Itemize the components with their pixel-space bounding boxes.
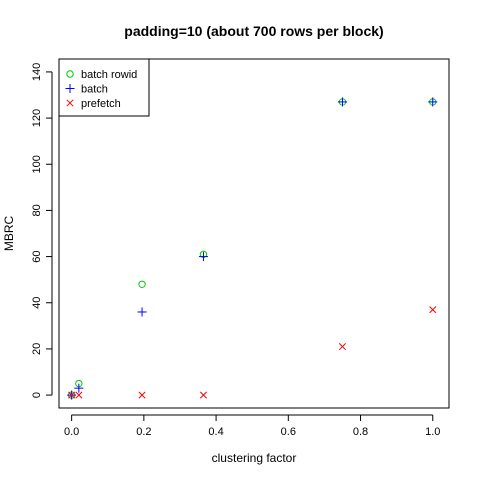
x-tick-label: 0.8 xyxy=(353,426,368,438)
x-tick-label: 0.2 xyxy=(136,426,151,438)
x-tick-label: 1.0 xyxy=(425,426,440,438)
legend-marker xyxy=(65,84,75,93)
data-point-b xyxy=(138,391,146,399)
y-tick-label: 60 xyxy=(31,250,43,262)
data-point xyxy=(138,280,146,288)
y-axis-label: MBRC xyxy=(2,216,16,252)
data-point-b xyxy=(338,343,347,351)
data-point xyxy=(337,97,347,107)
data-point-b xyxy=(68,391,76,399)
data-point xyxy=(74,383,84,393)
legend-label: batch rowid xyxy=(81,69,137,81)
y-tick-label: 0 xyxy=(31,392,43,398)
data-point-b xyxy=(199,391,207,399)
legend-marker xyxy=(66,99,74,107)
data-point xyxy=(137,307,147,317)
data-point-b xyxy=(429,306,437,314)
y-tick-label: 40 xyxy=(31,297,43,309)
x-axis: 0.0 0.2 0.4 0.6 0.8 1.0 xyxy=(64,414,440,438)
data-point xyxy=(75,391,83,399)
legend-box xyxy=(58,58,150,117)
legend-label: batch xyxy=(81,84,108,96)
legend: batch rowid batch prefetch xyxy=(58,58,150,117)
data-point xyxy=(429,306,437,314)
data-point xyxy=(428,97,438,107)
plot-frame xyxy=(58,58,450,409)
x-tick-label: 0.6 xyxy=(281,426,296,438)
y-tick-label: 140 xyxy=(31,63,43,81)
legend-label: prefetch xyxy=(81,98,121,110)
data-point xyxy=(199,391,207,399)
chart-title: padding=10 (about 700 rows per block) xyxy=(124,23,383,39)
y-tick-label: 80 xyxy=(31,204,43,216)
data-point-b xyxy=(75,391,83,399)
x-tick-label: 0.4 xyxy=(208,426,223,438)
x-tick-label: 0.0 xyxy=(64,426,79,438)
y-axis: 0 20 40 60 80 100 120 140 xyxy=(31,63,53,398)
data-point xyxy=(338,343,347,351)
data-point xyxy=(138,391,146,399)
y-tick-label: 20 xyxy=(31,343,43,355)
x-axis-label: clustering factor xyxy=(212,451,297,465)
y-tick-label: 100 xyxy=(31,155,43,173)
y-tick-label: 120 xyxy=(31,109,43,127)
series-prefetch xyxy=(68,306,437,399)
data-point xyxy=(68,391,76,399)
data-points xyxy=(67,97,438,400)
legend-marker-b xyxy=(66,99,74,107)
legend-marker xyxy=(66,70,74,78)
series-batch xyxy=(67,97,438,400)
data-point xyxy=(198,252,208,262)
